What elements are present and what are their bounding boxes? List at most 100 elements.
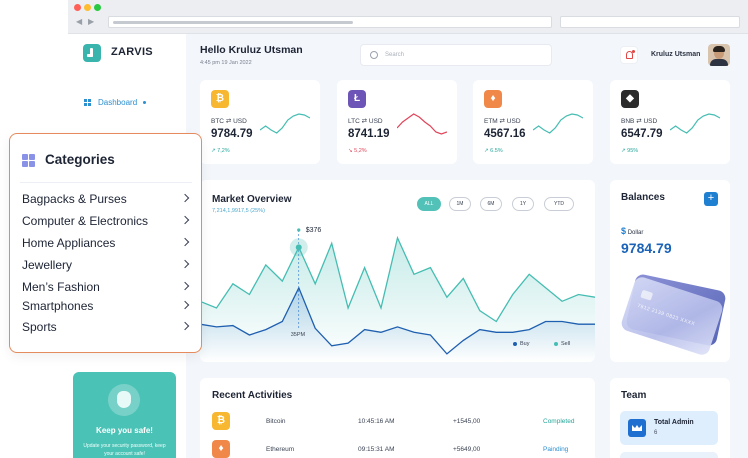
search-icon [370,51,378,59]
range-tab-all[interactable]: ALL [417,197,441,211]
legend-buy: Buy [513,341,529,347]
activity-name: Bitcoin [266,418,286,425]
security-card-title: Keep you safe! [96,426,153,435]
security-card: Keep you safe! Update your security pass… [73,372,176,458]
coin-price: 4567.16 [484,128,526,140]
coin-card-etm[interactable]: ♦ ETM ⇄ USD 4567.16 ↗ 6.5% [473,80,593,164]
balances-card: Balances + $ Dollar 9784.79 7812 2139 08… [610,180,730,362]
range-tab-1y[interactable]: 1Y [512,197,534,211]
notification-dot [632,50,635,53]
minimize-window-button[interactable] [84,4,91,11]
coin-card-btc[interactable]: ₿ BTC ⇄ USD 9784.79 ↗ 7,2% [200,80,320,164]
sparkline [670,113,720,134]
total-admin-item[interactable]: Total Admin 6 [620,411,718,445]
range-tab-1m[interactable]: 1M [449,197,471,211]
range-tab-ytd[interactable]: YTD [544,197,574,211]
coin-price: 6547.79 [621,128,663,140]
crown-icon [628,419,646,437]
brand-name: ZARVIS [111,46,153,58]
search-placeholder: Search [385,52,405,58]
activity-time: 10:45:16 AM [358,418,395,425]
activity-name: Ethereum [266,446,295,453]
coin-symbol: LTC ⇄ USD [348,118,383,125]
activity-amount: +1545,00 [453,418,481,425]
sidebar-item-label: Dashboard [98,98,138,107]
marker-label: 35PM [291,332,306,338]
activity-status: Completed [543,418,575,425]
dollar-icon: $ [621,226,627,236]
activity-status: Painding [543,446,569,453]
category-label: Computer & Electronics [22,214,149,228]
balance-amount: 9784.79 [621,240,672,256]
category-item[interactable]: Men’s Fashion [22,278,192,296]
forward-arrow-icon[interactable]: ▶ [88,17,95,26]
binance-icon: ◆ [621,90,639,108]
coin-symbol: BNB ⇄ USD [621,118,658,125]
chip-icon [640,289,654,301]
search-input[interactable]: Search [360,44,552,66]
avatar[interactable] [708,44,730,66]
security-card-text: Update your security password, keep your… [83,443,166,457]
table-row[interactable]: ₿ Bitcoin 10:45:16 AM +1545,00 Completed [200,412,595,432]
category-item[interactable]: Bagpacks & Purses [22,190,192,208]
market-title: Market Overview [212,194,292,205]
category-item[interactable]: Home Appliances [22,234,192,252]
marker-point [295,244,302,251]
browser-search-bar[interactable] [560,16,740,28]
category-label: Home Appliances [22,236,116,250]
table-row[interactable]: ♦ Ethereum 09:15:31 AM +5649,00 Painding [200,440,595,458]
coin-card-ltc[interactable]: Ł LTC ⇄ USD 8741.19 ↘ 5,2% [337,80,457,164]
chevron-right-icon [180,321,190,331]
back-arrow-icon[interactable]: ◀ [76,17,83,26]
category-item[interactable]: Smartphones [22,297,192,315]
range-tab-6m[interactable]: 6M [480,197,502,211]
coin-change: ↗ 95% [621,148,639,154]
sparkline-line [670,113,720,134]
bitcoin-icon: ₿ [211,90,229,108]
divider [20,182,192,183]
coin-card-bnb[interactable]: ◆ BNB ⇄ USD 6547.79 ↗ 95% [610,80,730,164]
team-item-placeholder[interactable] [620,452,718,458]
chevron-right-icon [180,281,190,291]
user-name[interactable]: Kruluz Utsman [651,51,701,58]
category-label: Men’s Fashion [22,280,100,294]
admin-count: 6 [654,430,658,436]
market-chart[interactable]: $376 35PM [200,220,595,362]
notification-button[interactable] [620,46,638,64]
add-balance-button[interactable]: + [704,192,718,206]
coin-change: ↗ 7,2% [211,148,230,154]
address-bar[interactable] [108,16,552,28]
chevron-right-icon [180,193,190,203]
team-card: Team Total Admin 6 [610,378,730,458]
sidebar-item-dashboard[interactable]: Dashboard [84,98,147,107]
maximize-window-button[interactable] [94,4,101,11]
activities-title: Recent Activities [212,390,293,401]
ethereum-icon: ♦ [212,440,230,458]
logo-icon [83,44,101,62]
sparkline [397,113,447,135]
activity-amount: +5649,00 [453,446,481,453]
page-datetime: 4:45 pm 19 Jan 2022 [200,60,252,66]
sparkline-line [397,113,447,135]
category-item[interactable]: Computer & Electronics [22,212,192,230]
category-item[interactable]: Sports [22,318,192,336]
category-label: Smartphones [22,299,94,313]
litecoin-icon: Ł [348,90,366,108]
category-item[interactable]: Jewellery [22,256,192,274]
sparkline-line [260,113,310,134]
chevron-right-icon [180,300,190,310]
grid-icon [22,154,35,167]
market-overview-card: Market Overview 7,214,1,9917,5 (25%) ALL… [200,180,595,362]
team-title: Team [621,390,647,401]
shield-icon [108,384,140,416]
admin-label: Total Admin [654,419,694,426]
marker-value: $376 [306,227,322,234]
page-title: Hello Kruluz Utsman [200,44,303,56]
sparkline [260,113,310,134]
category-label: Sports [22,320,57,334]
active-indicator [143,101,147,104]
bell-icon [626,51,633,59]
close-window-button[interactable] [74,4,81,11]
coin-change: ↗ 6.5% [484,148,503,154]
category-label: Jewellery [22,258,73,272]
